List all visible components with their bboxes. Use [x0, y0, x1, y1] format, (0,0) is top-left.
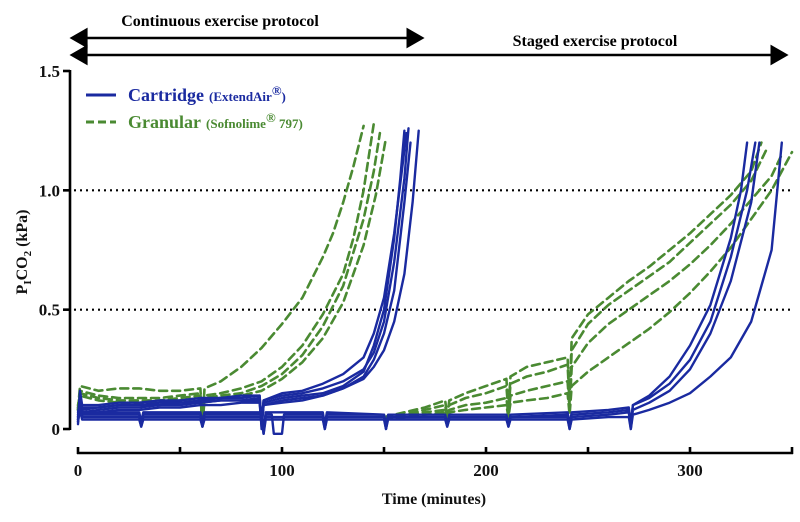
series-line-cartridge [76, 141, 783, 435]
legend: Cartridge (ExtendAir®) Granular (Sofnolime… [86, 83, 303, 132]
y-axis: 0 0.5 1.0 1.5 [39, 62, 72, 439]
series-line-cartridge [76, 141, 412, 428]
series-line-cartridge [76, 129, 420, 426]
continuous-protocol-label: Continuous exercise protocol [121, 13, 319, 30]
y-axis-title: PICO2 (kPa) [14, 210, 34, 295]
legend-item-cartridge: Cartridge (ExtendAir®) [86, 83, 286, 105]
legend-label-cartridge: Cartridge (ExtendAir®) [128, 83, 286, 105]
x-tick-label: 200 [473, 461, 499, 480]
series-line-granular [76, 124, 365, 426]
series-line-granular [382, 146, 769, 421]
x-axis: 0 100 200 300 [74, 447, 794, 480]
y-tick-label: 1.5 [39, 62, 60, 81]
series-line-granular [382, 153, 784, 421]
x-axis-title: Time (minutes) [382, 491, 486, 508]
series-line-granular [76, 122, 376, 428]
y-tick-label: 1.0 [39, 181, 60, 200]
y-tick-label: 0 [52, 420, 61, 439]
x-tick-label: 0 [74, 461, 83, 480]
series-line-granular [382, 150, 794, 424]
series-line-cartridge [76, 131, 408, 423]
staged-protocol-label: Staged exercise protocol [513, 33, 678, 50]
series-line-granular [76, 131, 382, 426]
series-layer [76, 122, 794, 435]
series-line-granular [382, 141, 763, 419]
x-tick-label: 100 [269, 461, 295, 480]
legend-label-granular: Granular (Sofnolime® 797) [128, 110, 303, 132]
reference-lines [74, 189, 792, 311]
y-tick-label: 0.5 [39, 301, 60, 320]
series-line-cartridge [76, 129, 406, 431]
protocol-annotations: Continuous exercise protocol Staged exer… [69, 13, 789, 66]
series-line-cartridge [76, 141, 757, 431]
x-tick-label: 300 [677, 461, 703, 480]
legend-item-granular: Granular (Sofnolime® 797) [86, 110, 303, 132]
